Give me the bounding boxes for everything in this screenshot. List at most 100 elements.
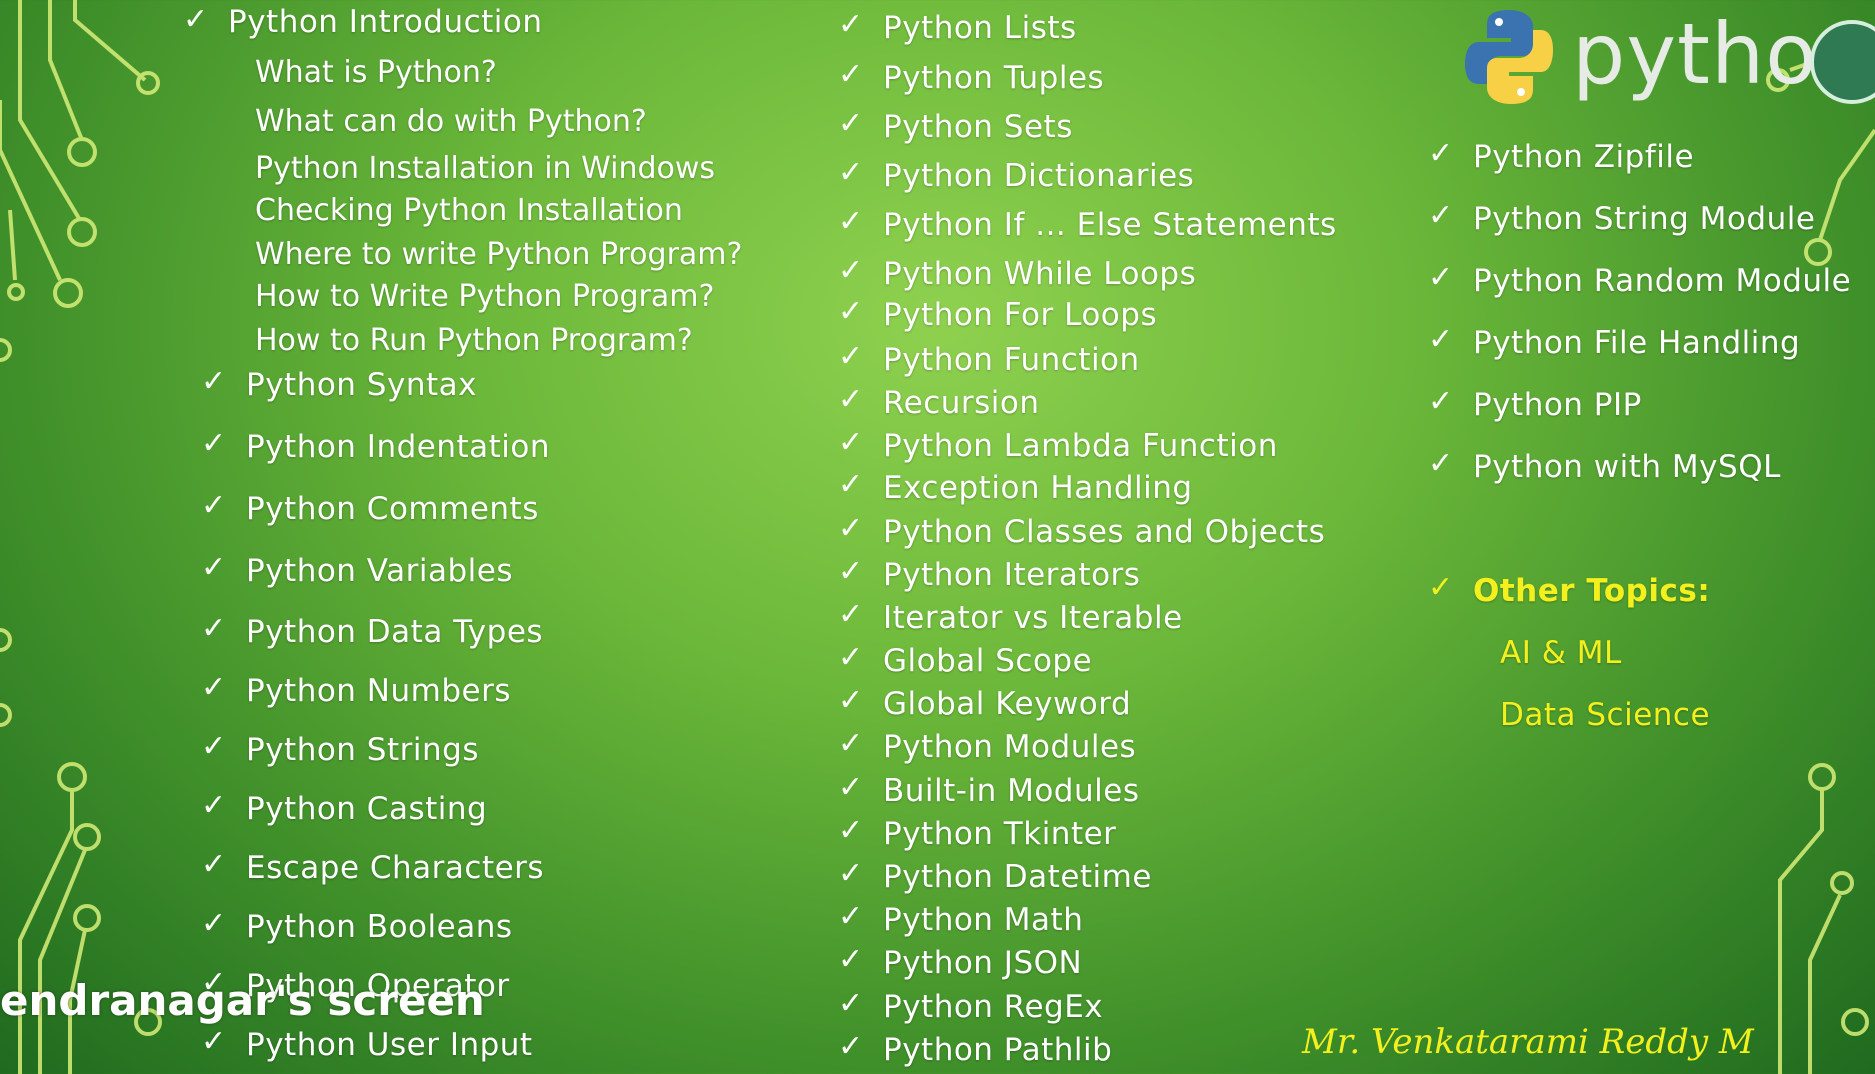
topic-item: Python Booleans (246, 909, 513, 945)
intro-subtopic: How to Run Python Program? (255, 323, 693, 358)
topic-item: Python Lists (883, 10, 1077, 46)
topic-item: Python User Input (246, 1027, 533, 1063)
check-icon: ✓ (201, 847, 227, 882)
other-topics-heading: Other Topics: (1473, 573, 1711, 609)
topic-item: Python Iterators (883, 557, 1141, 593)
topic-item: Python While Loops (883, 256, 1197, 292)
check-icon: ✓ (838, 597, 864, 632)
topic-item: Escape Characters (246, 850, 545, 886)
check-icon: ✓ (838, 986, 864, 1021)
check-icon: ✓ (201, 550, 227, 585)
check-icon: ✓ (1428, 322, 1454, 357)
topic-item: Recursion (883, 385, 1040, 421)
topic-item: Python Tuples (883, 60, 1105, 96)
topic-item: Iterator vs Iterable (883, 600, 1183, 636)
check-icon: ✓ (201, 426, 227, 461)
topic-item: Python JSON (883, 945, 1083, 981)
check-icon: ✓ (838, 425, 864, 460)
check-icon: ✓ (1428, 136, 1454, 171)
check-icon: ✓ (838, 382, 864, 417)
topic-item: Exception Handling (883, 470, 1193, 506)
check-icon: ✓ (838, 7, 864, 42)
topic-item: Python If ... Else Statements (883, 207, 1337, 243)
topic-item: Python Syntax (246, 367, 477, 403)
intro-subtopic: What is Python? (255, 55, 497, 90)
check-icon: ✓ (838, 106, 864, 141)
check-icon: ✓ (201, 965, 227, 1000)
check-icon: ✓ (1428, 570, 1454, 605)
topic-item: Python Numbers (246, 673, 511, 709)
other-topic-item: Data Science (1500, 697, 1711, 733)
author-name: Mr. Venkatarami Reddy M (1302, 1022, 1754, 1062)
topic-item: Python RegEx (883, 989, 1104, 1025)
check-icon: ✓ (838, 770, 864, 805)
check-icon: ✓ (201, 611, 227, 646)
intro-subtopic: How to Write Python Program? (255, 279, 715, 314)
check-icon: ✓ (1428, 198, 1454, 233)
python-snake-icon (1465, 10, 1553, 104)
topic-item: Python Lambda Function (883, 428, 1278, 464)
topic-item: Python Casting (246, 791, 488, 827)
check-icon: ✓ (838, 467, 864, 502)
check-icon: ✓ (1428, 260, 1454, 295)
check-icon: ✓ (838, 204, 864, 239)
topic-item: Python Math (883, 902, 1084, 938)
check-icon: ✓ (201, 729, 227, 764)
check-icon: ✓ (838, 294, 864, 329)
check-icon: ✓ (201, 906, 227, 941)
topic-item: Python Operator (246, 968, 510, 1004)
intro-heading: Python Introduction (228, 4, 543, 40)
topic-item: Global Scope (883, 643, 1093, 679)
check-icon: ✓ (201, 670, 227, 705)
topic-item: Python Modules (883, 729, 1137, 765)
topic-item: Python Indentation (246, 429, 551, 465)
topic-item: Python Classes and Objects (883, 514, 1326, 550)
topic-item: Python Tkinter (883, 816, 1117, 852)
topic-item: Python For Loops (883, 297, 1158, 333)
topic-item: Python with MySQL (1473, 449, 1781, 485)
topic-item: Python Function (883, 342, 1140, 378)
check-icon: ✓ (201, 488, 227, 523)
check-icon: ✓ (838, 339, 864, 374)
check-icon: ✓ (838, 942, 864, 977)
check-icon: ✓ (838, 511, 864, 546)
topic-item: Python Zipfile (1473, 139, 1695, 175)
check-icon: ✓ (838, 554, 864, 589)
intro-subtopic: What can do with Python? (255, 104, 647, 139)
topic-item: Python Sets (883, 109, 1073, 145)
intro-subtopic: Checking Python Installation (255, 193, 683, 228)
topic-item: Python PIP (1473, 387, 1642, 423)
topic-item: Python Comments (246, 491, 539, 527)
institution-emblem-icon (1810, 20, 1875, 104)
topic-item: Python Datetime (883, 859, 1152, 895)
check-icon: ✓ (201, 364, 227, 399)
check-icon: ✓ (838, 683, 864, 718)
topic-item: Python Pathlib (883, 1032, 1113, 1068)
check-icon: ✓ (183, 2, 209, 37)
topic-item: Python Data Types (246, 614, 544, 650)
check-icon: ✓ (838, 640, 864, 675)
check-icon: ✓ (838, 155, 864, 190)
check-icon: ✓ (201, 788, 227, 823)
check-icon: ✓ (1428, 384, 1454, 419)
check-icon: ✓ (838, 899, 864, 934)
check-icon: ✓ (1428, 446, 1454, 481)
check-icon: ✓ (838, 856, 864, 891)
topic-item: Python Strings (246, 732, 479, 768)
check-icon: ✓ (838, 57, 864, 92)
topic-item: Python File Handling (1473, 325, 1801, 361)
check-icon: ✓ (838, 1029, 864, 1064)
topic-item: Global Keyword (883, 686, 1132, 722)
intro-subtopic: Python Installation in Windows (255, 151, 716, 186)
intro-subtopic: Where to write Python Program? (255, 237, 743, 272)
check-icon: ✓ (838, 253, 864, 288)
screen-share-label: endranagar's screen (0, 976, 485, 1025)
topic-item: Python String Module (1473, 201, 1816, 237)
topic-item: Python Dictionaries (883, 158, 1195, 194)
check-icon: ✓ (838, 813, 864, 848)
topic-item: Python Random Module (1473, 263, 1852, 299)
other-topic-item: AI & ML (1500, 635, 1622, 671)
topic-item: Built-in Modules (883, 773, 1140, 809)
check-icon: ✓ (838, 726, 864, 761)
topic-item: Python Variables (246, 553, 513, 589)
